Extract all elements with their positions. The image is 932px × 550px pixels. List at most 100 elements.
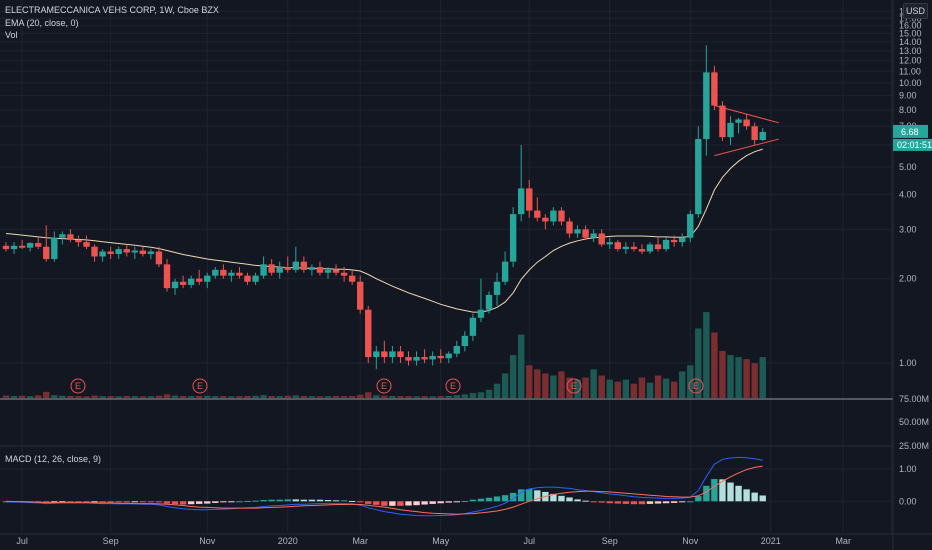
volume-bar <box>453 395 460 398</box>
volume-bar <box>550 375 557 398</box>
candle-body <box>542 217 549 222</box>
volume-bar <box>590 369 597 398</box>
macd-histogram-bar <box>220 501 227 503</box>
vol-legend: Vol <box>5 30 18 40</box>
candle-body <box>550 210 557 222</box>
volume-bar <box>212 396 219 398</box>
macd-histogram-bar <box>703 485 710 502</box>
volume-bar <box>300 395 308 398</box>
currency-button[interactable]: USD <box>903 3 928 19</box>
volume-bar <box>220 396 227 398</box>
candle-body <box>196 278 203 282</box>
last-price-label: 6.68 <box>901 127 919 137</box>
countdown-badge <box>893 138 932 151</box>
candle-body <box>703 72 710 140</box>
volume-bar <box>276 396 283 398</box>
volume-bar <box>518 334 525 398</box>
ema-line <box>5 148 763 313</box>
candle-body <box>638 249 646 252</box>
volume-bar <box>670 381 678 398</box>
macd-histogram-bar <box>59 501 66 503</box>
candle-body <box>292 261 299 270</box>
candle-body <box>687 214 694 238</box>
macd-tick-label: 0.00 <box>899 496 917 506</box>
volume-bar <box>131 396 138 398</box>
candle-body <box>228 272 235 276</box>
macd-histogram-bar <box>123 501 130 503</box>
volume-bar <box>703 312 710 398</box>
volume-bar <box>332 395 340 398</box>
candle-body <box>759 131 766 141</box>
volume-bar <box>485 389 493 398</box>
macd-histogram-bar <box>107 501 114 503</box>
price-tick-label: 8.00 <box>899 105 917 115</box>
macd-histogram-bar <box>284 499 291 502</box>
candle-body <box>179 281 187 285</box>
candle-body <box>582 229 589 238</box>
candle-body <box>646 244 654 252</box>
price-tick-label: 16.00 <box>899 21 922 31</box>
volume-bar <box>171 395 179 398</box>
earnings-marker-label: E <box>571 381 577 391</box>
price-tick-label: 14.00 <box>899 37 922 47</box>
earnings-marker-label: E <box>450 381 456 391</box>
volume-bar <box>654 375 662 398</box>
macd-histogram-bar <box>268 499 275 502</box>
earnings-marker <box>688 378 704 394</box>
macd-histogram-bar <box>332 500 340 502</box>
macd-histogram-bar <box>437 501 444 504</box>
time-tick-label: May <box>432 536 450 546</box>
macd-histogram-bar <box>711 479 718 502</box>
macd-histogram-bar <box>493 496 501 502</box>
volume-bar <box>324 396 332 398</box>
macd-histogram-bar <box>389 501 396 506</box>
volume-bar <box>18 395 26 398</box>
macd-histogram-bar <box>558 495 565 502</box>
candle-body <box>236 272 243 276</box>
candle-body <box>10 245 18 250</box>
candle-body <box>477 309 485 318</box>
candle-body <box>566 221 573 234</box>
candle-body <box>381 351 388 358</box>
candle-body <box>155 251 163 265</box>
candle-body <box>429 355 436 360</box>
volume-bar <box>445 395 452 398</box>
trendline-lower <box>714 138 779 157</box>
candle-body <box>244 275 251 282</box>
price-tick-label: 10.00 <box>899 78 922 88</box>
time-tick-label: Nov <box>682 536 699 546</box>
price-tick-label: 1.00 <box>899 358 917 368</box>
candle-body <box>389 351 396 358</box>
volume-bar <box>179 395 187 398</box>
candle-body <box>260 264 267 276</box>
candle-body <box>518 188 525 215</box>
price-tick-label: 9.00 <box>899 91 917 101</box>
volume-bar <box>196 395 203 398</box>
candle-body <box>469 317 477 336</box>
volume-bar <box>598 375 605 398</box>
volume-bar <box>534 369 541 398</box>
candle-body <box>654 244 662 250</box>
candle-body <box>453 345 460 354</box>
time-tick-label: Mar <box>835 536 851 546</box>
macd-histogram-bar <box>75 501 82 503</box>
volume-bar <box>646 382 654 398</box>
macd-histogram-bar <box>526 489 533 502</box>
macd-histogram-bar <box>340 500 348 502</box>
volume-bar <box>75 396 82 398</box>
macd-histogram-bar <box>300 499 308 502</box>
macd-histogram-bar <box>397 501 404 506</box>
signal-line <box>5 465 763 515</box>
time-tick-label: 2021 <box>761 536 781 546</box>
volume-bar <box>526 365 533 398</box>
volume-bar <box>582 377 589 398</box>
candle-body <box>679 237 686 243</box>
volume-bar <box>429 396 436 398</box>
macd-histogram-bar <box>252 500 259 502</box>
volume-bar <box>252 395 259 398</box>
macd-histogram-bar <box>51 501 58 503</box>
volume-bar <box>51 395 58 398</box>
macd-tick-label: 1.00 <box>899 464 917 474</box>
candle-body <box>437 355 444 359</box>
